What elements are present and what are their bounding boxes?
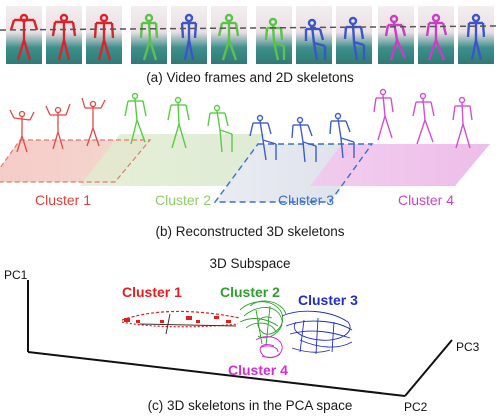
cluster-plane-4 (310, 144, 490, 186)
video-frame (418, 6, 454, 64)
cluster-label-3: Cluster 3 (278, 192, 335, 208)
skeleton-3d-cluster-3 (249, 112, 355, 163)
pc1-label: PC1 (4, 268, 28, 282)
caption-c: (c) 3D skeletons in the PCA space (147, 398, 353, 413)
skeleton-3d-cluster-4 (373, 88, 473, 149)
skeleton-2d (9, 13, 39, 61)
skeleton-2d (180, 13, 198, 61)
pca-cluster-label-2: Cluster 2 (220, 284, 280, 300)
skeleton-2d (217, 13, 240, 61)
cluster-plane-2 (80, 134, 265, 186)
video-frame (378, 6, 414, 64)
pca-cluster-label-3: Cluster 3 (298, 292, 358, 308)
pca-trajectory-cluster-3 (281, 310, 353, 355)
skeleton-2d (93, 13, 115, 61)
skeleton-3d-cluster-1 (9, 97, 106, 153)
cluster-label-2: Cluster 2 (155, 192, 212, 208)
pca-trajectory-cluster-4 (255, 336, 283, 359)
video-frame (86, 6, 122, 64)
cluster-label-1: Cluster 1 (35, 192, 92, 208)
video-frame (336, 6, 372, 64)
reconstructed-3d-panel (0, 88, 490, 203)
skeleton-2d (466, 13, 486, 61)
pca-trajectory-cluster-2 (239, 300, 287, 347)
skeleton-2d (304, 18, 327, 61)
video-frame (171, 6, 207, 64)
video-frame (211, 6, 247, 64)
caption-a: (a) Video frames and 2D skeletons (146, 70, 354, 85)
video-frame (6, 6, 42, 64)
video-frame (131, 6, 167, 64)
skeleton-2d (425, 13, 448, 61)
frame-sequence-arrow (0, 25, 497, 31)
skeleton-2d (384, 14, 407, 61)
pca-subspace-title: 3D Subspace (209, 256, 291, 271)
skeleton-3d-cluster-2 (124, 92, 233, 153)
pca-trajectory-cluster-1 (121, 310, 241, 335)
video-frame (296, 6, 332, 64)
pc2-axis (27, 351, 406, 397)
skeleton-2d (139, 13, 159, 61)
pca-plot (27, 280, 453, 397)
video-frame (46, 6, 82, 64)
cluster-label-4: Cluster 4 (398, 192, 455, 208)
pca-cluster-label-4: Cluster 4 (228, 362, 288, 378)
video-frame (256, 6, 292, 64)
video-frame (458, 6, 494, 64)
pc3-label: PC3 (456, 340, 480, 354)
caption-b: (b) Reconstructed 3D skeletons (155, 224, 345, 239)
pc3-axis (404, 339, 453, 397)
pc2-label: PC2 (404, 400, 428, 414)
pca-cluster-label-1: Cluster 1 (122, 284, 182, 300)
skeleton-2d (264, 17, 286, 61)
